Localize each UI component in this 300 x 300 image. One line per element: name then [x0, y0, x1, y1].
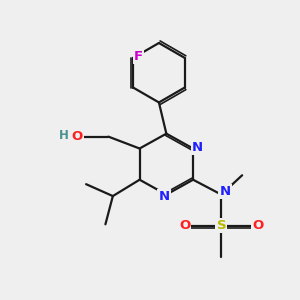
- Text: S: S: [217, 219, 226, 232]
- Text: N: N: [219, 185, 230, 198]
- Text: H: H: [59, 129, 69, 142]
- Text: O: O: [72, 130, 83, 143]
- Text: F: F: [134, 50, 143, 63]
- Text: O: O: [179, 219, 190, 232]
- Text: N: N: [158, 190, 169, 203]
- Text: N: N: [192, 140, 203, 154]
- Text: O: O: [252, 219, 263, 232]
